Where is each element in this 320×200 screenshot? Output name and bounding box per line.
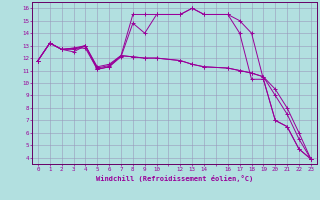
X-axis label: Windchill (Refroidissement éolien,°C): Windchill (Refroidissement éolien,°C) — [96, 175, 253, 182]
